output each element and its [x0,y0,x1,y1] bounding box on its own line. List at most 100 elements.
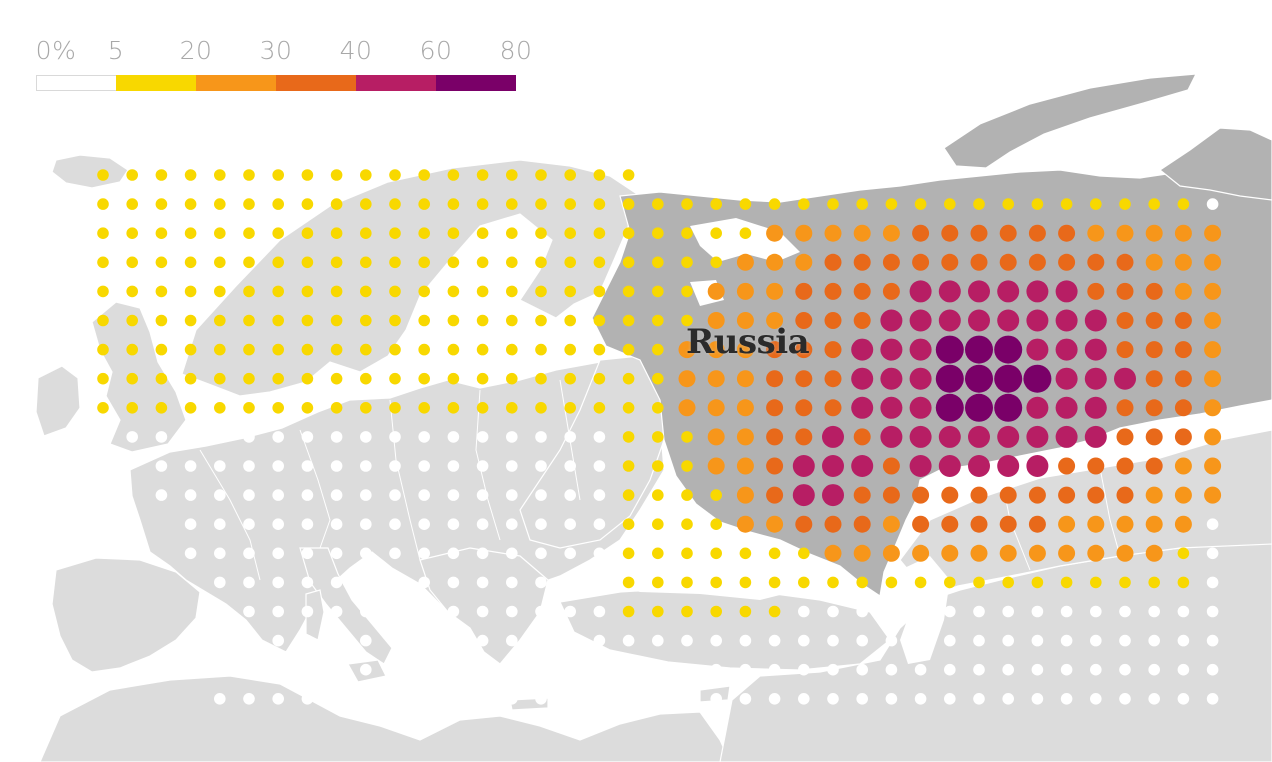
grid-dot [997,280,1020,303]
grid-dot [736,282,754,300]
grid-dot [155,285,168,298]
grid-dot [1204,428,1222,446]
grid-dot [798,198,810,210]
grid-dot [882,515,900,533]
grid-dot [360,169,372,181]
grid-dot [564,518,576,530]
grid-dot [1204,282,1222,300]
grid-dot [851,396,874,419]
grid-dot [999,224,1017,242]
grid-dot [184,431,197,443]
grid-dot [827,605,839,618]
grid-dot [418,227,431,239]
grid-dot [476,314,489,327]
grid-dot [710,198,722,210]
grid-dot [593,169,606,181]
grid-dot [795,370,813,388]
grid-dot [1148,663,1160,676]
grid-dot [535,372,547,385]
grid-dot [1026,280,1049,303]
grid-dot [243,489,255,501]
grid-dot [1058,515,1076,533]
grid-dot [1087,486,1105,504]
grid-dot [827,576,839,589]
grid-dot [214,431,226,443]
grid-dot [126,256,138,269]
grid-dot [243,169,255,181]
legend-label-6: 80 [499,36,533,65]
grid-dot [330,227,343,239]
grid-dot [973,605,985,618]
grid-dot [301,343,314,356]
grid-dot [97,402,109,414]
grid-dot [822,484,844,507]
grid-dot [447,198,460,210]
grid-dot [768,198,781,210]
grid-dot [1116,457,1134,475]
grid-dot [155,227,168,239]
grid-dot [941,515,959,533]
grid-dot [476,663,489,676]
grid-dot [768,693,781,705]
grid-dot [824,224,842,242]
grid-dot [935,364,964,393]
grid-dot [1087,515,1105,533]
grid-dot [126,343,138,356]
grid-dot [301,693,314,705]
grid-dot [1087,253,1105,271]
grid-dot [593,227,606,239]
grid-dot [885,693,898,705]
grid-dot [1119,634,1131,647]
grid-dot [243,605,255,618]
grid-dot [476,285,489,298]
grid-dot [243,402,255,414]
grid-dot [1206,663,1219,676]
grid-dot [885,663,898,676]
grid-dot [1002,663,1014,676]
grid-dot [880,425,903,448]
grid-dot [447,489,460,501]
grid-dot [506,285,518,298]
grid-dot [970,224,988,242]
grid-dot [593,314,606,327]
grid-dot [681,634,693,647]
grid-dot [1206,576,1219,589]
grid-dot [1028,544,1046,562]
grid-dot [736,515,754,533]
grid-dot [301,402,314,414]
grid-dot [912,515,930,533]
grid-dot [853,544,871,562]
grid-dot [1204,486,1222,504]
grid-dot [447,431,460,443]
grid-dot [1002,634,1014,647]
grid-dot [885,576,898,589]
grid-dot [622,431,635,443]
grid-dot [935,393,964,422]
grid-dot [1055,396,1078,419]
grid-dot [1087,282,1105,300]
grid-dot [822,425,844,448]
grid-dot [126,227,138,239]
grid-dot [1090,576,1102,589]
grid-dot [535,314,547,327]
grid-dot [535,343,547,356]
yamal-landmass [1158,127,1272,201]
grid-dot [707,370,725,388]
grid-dot [447,634,460,647]
grid-dot [564,372,576,385]
grid-dot [938,455,961,477]
grid-dot [1145,224,1163,242]
grid-dot [389,285,401,298]
grid-dot [184,314,197,327]
grid-dot [622,634,635,647]
grid-dot [909,396,932,419]
grid-dot [97,431,109,443]
grid-dot [272,314,285,327]
grid-dot [736,428,754,446]
grid-dot [824,370,842,388]
grid-dot [476,518,489,530]
grid-dot [1174,312,1192,329]
grid-dot [1031,634,1044,647]
grid-dot [1031,198,1044,210]
grid-dot [824,253,842,271]
